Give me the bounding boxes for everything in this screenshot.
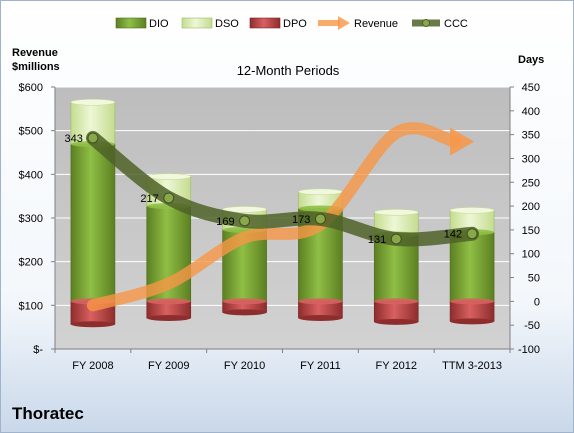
bar-dpo-base [298, 315, 343, 322]
legend-item-dpo: DPO [249, 17, 307, 30]
bar-dso-top [222, 206, 267, 213]
right-tick-label: 0 [534, 296, 540, 308]
left-tick-label: $100 [19, 300, 43, 312]
bar-dpo-top [298, 298, 343, 305]
bar-dso-top [298, 188, 343, 196]
left-tick-label: $400 [19, 169, 43, 181]
left-tick-label: $- [33, 344, 43, 356]
legend-label-dso: DSO [215, 18, 239, 30]
left-axis-label-line1: Revenue [12, 47, 58, 59]
company-name: Thoratec [12, 404, 84, 423]
bar-dpo-base [146, 315, 191, 322]
x-tick-label: FY 2010 [224, 360, 265, 372]
legend-label-dio: DIO [149, 18, 169, 30]
bar-dpo-base [374, 318, 419, 325]
bar-dpo-base [222, 309, 267, 316]
x-tick-label: TTM 3-2013 [442, 360, 502, 372]
bar-dpo-top [146, 298, 191, 305]
left-axis-ticks: $- $100 $200 $300 $400 $500 $600 [19, 82, 56, 356]
bar-dso-top [70, 98, 116, 106]
bar-dpo-base [450, 318, 495, 325]
revenue-line [86, 122, 461, 312]
bar-dpo [373, 301, 419, 323]
bar-dso-top [449, 207, 495, 214]
ccc-data-label: 142 [444, 229, 462, 241]
legend: DIO DSO DPO Revenue CCC [115, 16, 468, 30]
ccc-data-label: 343 [65, 133, 83, 145]
right-tick-label: -50 [524, 320, 540, 332]
ccc-point [87, 132, 99, 144]
bar-dso-top [146, 173, 192, 180]
bar-dio [449, 231, 495, 302]
right-tick-label: 150 [522, 225, 540, 237]
left-axis-label-line2: $millions [12, 61, 60, 73]
right-tick-label: -100 [518, 344, 540, 356]
ccc-data-label: 131 [368, 234, 386, 246]
right-axis-ticks: -100 -50 0 50 100 150 200 250 300 350 400 450 [509, 82, 540, 356]
x-tick-label: FY 2012 [376, 360, 417, 372]
ccc-point [466, 228, 478, 240]
left-tick-label: $500 [19, 126, 43, 138]
bar-dpo-base [70, 321, 115, 328]
left-tick-label: $600 [19, 82, 43, 94]
ccc-point [390, 233, 402, 245]
bar-dpo-top [222, 298, 267, 305]
bar-dpo-top [374, 298, 419, 305]
bar-dpo-top [450, 298, 495, 305]
bar-dpo [449, 301, 495, 322]
ccc-point [314, 213, 326, 225]
right-tick-label: 400 [522, 106, 540, 118]
legend-item-ccc: CCC [412, 18, 468, 30]
legend-item-revenue: Revenue [318, 16, 398, 30]
ccc-line [85, 130, 480, 247]
x-axis-ticks: FY 2008 FY 2009 FY 2010 FY 2011 FY 2012 TTM 3… [54, 348, 511, 372]
legend-label-revenue: Revenue [354, 18, 398, 30]
bar-dio [70, 143, 116, 302]
right-axis-label: Days [518, 54, 544, 66]
ccc-point [239, 215, 251, 227]
ccc-point [163, 192, 175, 204]
left-tick-label: $300 [19, 213, 43, 225]
right-tick-label: 250 [522, 177, 540, 189]
legend-item-dio: DIO [115, 17, 169, 30]
left-tick-label: $200 [19, 257, 43, 269]
ccc-data-label: 173 [292, 214, 310, 226]
right-tick-label: 350 [522, 130, 540, 142]
legend-label-dpo: DPO [283, 18, 307, 30]
right-tick-label: 300 [522, 153, 540, 165]
revenue-arrowhead [450, 127, 475, 156]
bar-dso-top [373, 208, 419, 216]
x-tick-label: FY 2008 [72, 360, 113, 372]
right-tick-label: 100 [522, 249, 540, 261]
legend-label-ccc: CCC [444, 18, 468, 30]
x-tick-label: FY 2011 [300, 360, 341, 372]
ccc-data-label: 169 [216, 216, 234, 228]
ccc-data-label: 217 [140, 193, 158, 205]
legend-item-dso: DSO [181, 17, 239, 30]
right-tick-label: 200 [522, 201, 540, 213]
right-tick-label: 450 [522, 82, 540, 94]
right-tick-label: 50 [528, 273, 540, 285]
series-lines: 343 217 169 173 131 142 [65, 122, 480, 312]
chart-title: 12-Month Periods [237, 63, 340, 78]
x-tick-label: FY 2009 [148, 360, 189, 372]
